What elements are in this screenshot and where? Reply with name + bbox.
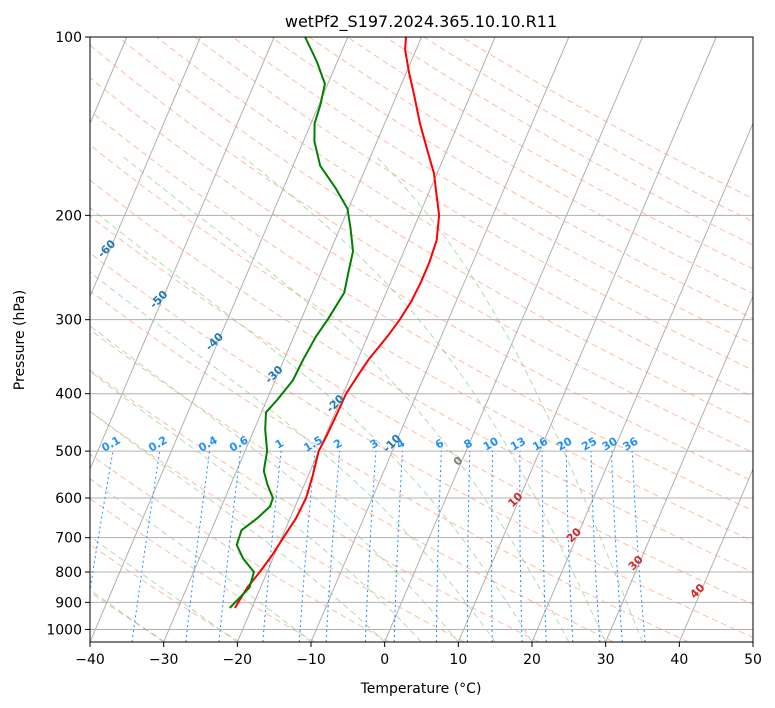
dry-adiabat bbox=[118, 37, 753, 425]
mixing-ratio-line bbox=[519, 451, 523, 642]
chart-title: wetPf2_S197.2024.365.10.10.R11 bbox=[285, 12, 557, 32]
mixing-ratio-line bbox=[325, 451, 341, 642]
isotherm-gridline bbox=[531, 122, 753, 642]
isotherm-gridline bbox=[457, 37, 717, 642]
y-tick-label: 100 bbox=[55, 30, 82, 46]
y-tick-label: 300 bbox=[55, 313, 82, 329]
isotherm-gridline bbox=[678, 467, 753, 642]
x-tick-label: 40 bbox=[670, 652, 688, 668]
mixing-ratio-line bbox=[611, 451, 623, 642]
moist-adiabat bbox=[121, 155, 570, 642]
mixing-ratio-line bbox=[541, 451, 547, 642]
x-tick-label: 50 bbox=[744, 652, 762, 668]
isotherm-gridline bbox=[90, 37, 275, 471]
dewpoint-profile bbox=[228, 37, 354, 609]
dry-adiabat bbox=[232, 37, 753, 345]
mixing-ratio-line bbox=[631, 451, 646, 642]
isotherm-gridline bbox=[605, 295, 753, 642]
x-tick-label: −20 bbox=[223, 652, 253, 668]
mixing-ratio-line bbox=[90, 451, 114, 594]
temperature-profile bbox=[234, 37, 441, 609]
x-tick-label: −10 bbox=[296, 652, 326, 668]
mixing-ratio-line bbox=[131, 451, 161, 642]
dry-adiabat bbox=[194, 37, 753, 371]
mixing-ratio-line bbox=[185, 451, 211, 642]
x-tick-label: −30 bbox=[149, 652, 179, 668]
y-tick-label: 700 bbox=[55, 531, 82, 547]
plot-layer bbox=[90, 37, 753, 642]
mixing-ratio-line bbox=[590, 451, 601, 642]
dry-adiabat bbox=[156, 37, 753, 398]
y-axis-label: Pressure (hPa) bbox=[12, 290, 28, 390]
moist-adiabat bbox=[90, 207, 533, 642]
x-tick-label: 0 bbox=[380, 652, 389, 668]
plot-area bbox=[90, 37, 753, 642]
isotherm-gridline bbox=[310, 37, 570, 642]
y-tick-label: 600 bbox=[55, 491, 82, 507]
moist-adiabat bbox=[241, 155, 607, 642]
isotherm-gridline bbox=[90, 37, 349, 642]
isotherm-gridline bbox=[163, 37, 422, 642]
dry-adiabat bbox=[90, 329, 614, 642]
mixing-ratio-line bbox=[565, 451, 574, 642]
x-tick-label: −40 bbox=[75, 652, 105, 668]
moist-adiabat bbox=[90, 271, 496, 642]
moist-adiabat bbox=[90, 478, 312, 642]
y-tick-label: 800 bbox=[55, 565, 82, 581]
dry-adiabat bbox=[90, 410, 465, 642]
plot-frame bbox=[89, 36, 754, 643]
isotherm-gridline bbox=[90, 37, 201, 298]
y-tick-label: 200 bbox=[55, 208, 82, 224]
dry-adiabat bbox=[90, 498, 315, 642]
mixing-ratio-line bbox=[393, 451, 403, 642]
mixing-ratio-line bbox=[490, 451, 494, 642]
isotherm-gridline bbox=[384, 37, 643, 642]
x-axis-label: Temperature (°C) bbox=[360, 681, 482, 697]
y-tick-label: 1000 bbox=[46, 622, 82, 638]
mixing-ratio-line bbox=[218, 451, 241, 642]
moist-adiabat bbox=[90, 370, 422, 642]
moist-adiabat bbox=[375, 155, 643, 642]
y-tick-label: 500 bbox=[55, 444, 82, 460]
mixing-ratio-line bbox=[262, 451, 282, 642]
dry-adiabat bbox=[90, 252, 753, 639]
moist-adiabat bbox=[90, 410, 386, 642]
mixing-ratio-line bbox=[364, 451, 377, 642]
y-tick-label: 900 bbox=[55, 595, 82, 611]
mixing-ratio-line bbox=[435, 451, 442, 642]
dry-adiabat bbox=[90, 290, 689, 642]
moist-adiabat bbox=[90, 325, 459, 642]
x-tick-label: 30 bbox=[597, 652, 615, 668]
mixing-ratio-line bbox=[298, 451, 316, 642]
dry-adiabat bbox=[90, 369, 540, 642]
x-tick-label: 10 bbox=[449, 652, 467, 668]
x-tick-label: 20 bbox=[523, 652, 541, 668]
dry-adiabat bbox=[90, 215, 753, 606]
mixing-ratio-line bbox=[466, 451, 471, 642]
axis-layer: −40 −30 −20 −10 0 10 20 30 40 50 1000 900 800 700 600 5… bbox=[46, 30, 762, 668]
dry-adiabat bbox=[90, 44, 753, 453]
y-tick-label: 400 bbox=[55, 387, 82, 403]
